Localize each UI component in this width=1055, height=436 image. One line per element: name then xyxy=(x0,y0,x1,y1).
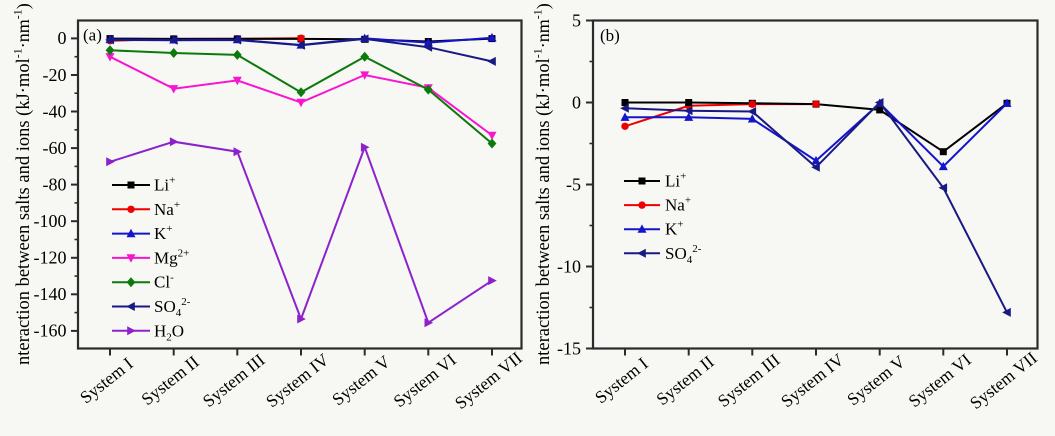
svg-text:5: 5 xyxy=(572,10,581,30)
svg-text:H2O: H2O xyxy=(154,321,184,343)
svg-text:-5: -5 xyxy=(566,174,581,194)
svg-text:-15: -15 xyxy=(557,338,581,358)
svg-text:(a): (a) xyxy=(83,26,102,45)
svg-text:-80: -80 xyxy=(43,174,67,194)
svg-text:-100: -100 xyxy=(34,211,67,231)
svg-text:Na+: Na+ xyxy=(665,195,691,215)
svg-text:-160: -160 xyxy=(34,321,67,341)
svg-text:-120: -120 xyxy=(34,248,67,268)
svg-text:nteraction between salts and i: nteraction between salts and ions (kJ·mo… xyxy=(11,3,35,365)
svg-text:-60: -60 xyxy=(43,138,67,158)
svg-text:0: 0 xyxy=(58,28,67,48)
svg-text:0: 0 xyxy=(572,92,581,112)
svg-text:nteraction between salts and i: nteraction between salts and ions (kJ·mo… xyxy=(531,3,555,365)
svg-text:-20: -20 xyxy=(43,65,67,85)
svg-text:Na+: Na+ xyxy=(154,199,180,219)
svg-text:-40: -40 xyxy=(43,101,67,121)
svg-text:Cl-: Cl- xyxy=(154,272,174,292)
svg-text:-10: -10 xyxy=(557,256,581,276)
svg-text:-140: -140 xyxy=(34,284,67,304)
svg-text:(b): (b) xyxy=(600,26,620,45)
